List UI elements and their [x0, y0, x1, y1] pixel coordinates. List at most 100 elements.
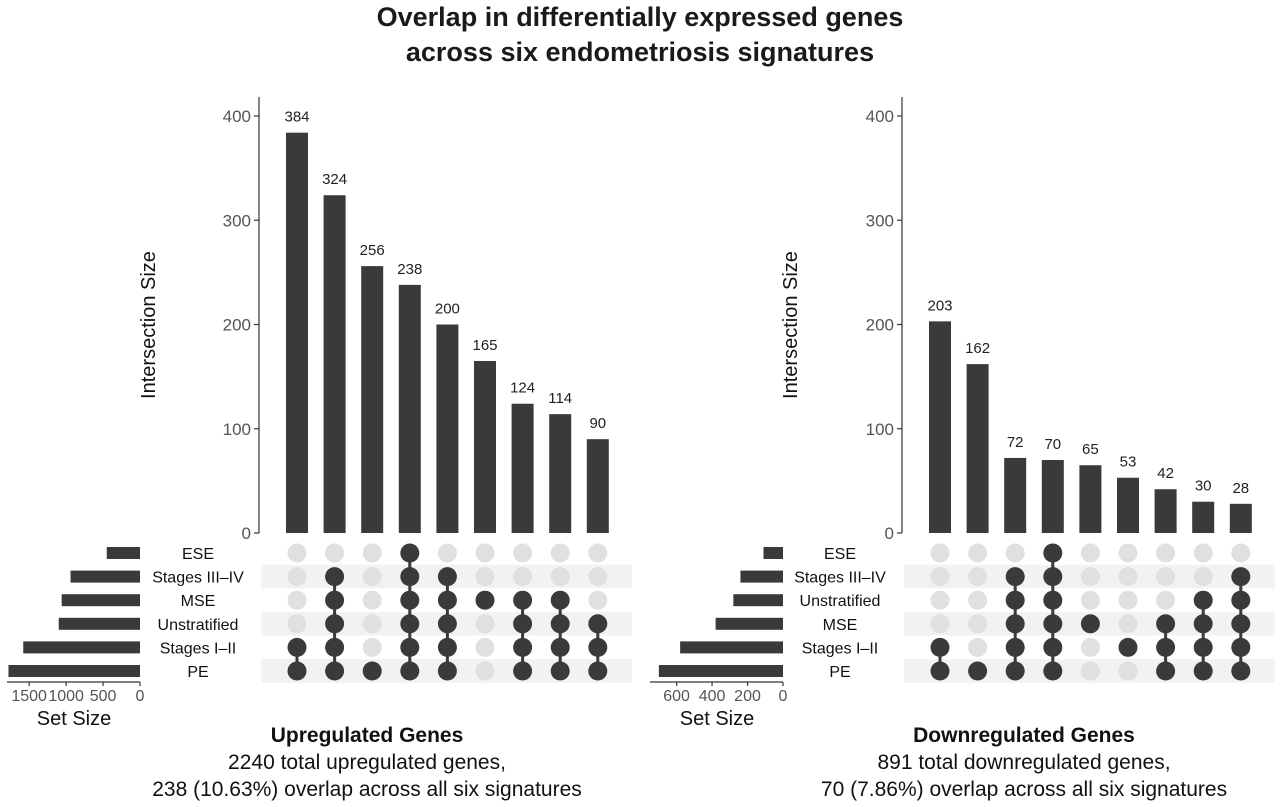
up-y-tick-label: 200	[223, 316, 251, 335]
down-matrix-dot-inactive	[1193, 567, 1213, 587]
down-matrix-dot-active	[1118, 637, 1138, 657]
caption-down-line-1: 891 total downregulated genes,	[877, 751, 1171, 774]
down-matrix-dot-active	[1231, 567, 1251, 587]
down-matrix-dot-inactive	[930, 543, 950, 563]
down-matrix-dot-active	[1043, 661, 1063, 681]
up-bar-value-label: 114	[548, 390, 572, 407]
up-matrix-dot-active	[437, 590, 457, 610]
down-matrix-dot-inactive	[1156, 590, 1176, 610]
down-matrix-dot-active	[1043, 637, 1063, 657]
up-set-size-tick-label: 1500	[11, 688, 47, 705]
up-matrix-dot-inactive	[287, 567, 307, 587]
up-matrix-dot-active	[400, 661, 420, 681]
up-matrix-dot-active	[325, 567, 345, 587]
up-matrix-dot-active	[325, 661, 345, 681]
down-matrix-dot-inactive	[1005, 543, 1025, 563]
down-y-tick-label: 0	[885, 524, 894, 543]
down-set-label: Stages I–II	[802, 640, 879, 657]
up-intersection-bar	[398, 284, 421, 533]
up-set-label: PE	[187, 664, 208, 681]
up-bar-value-label: 165	[472, 337, 497, 354]
up-set-size-tick-label: 500	[90, 688, 117, 705]
down-matrix-dot-active	[1231, 637, 1251, 657]
down-matrix-dot-inactive	[1231, 543, 1251, 563]
down-matrix-dot-active	[1043, 614, 1063, 634]
down-matrix-dot-inactive	[1118, 661, 1138, 681]
up-upset-panel: 0 100 200 300 400 Intersection Size 384 324 256 2…	[7, 97, 632, 730]
up-intersection-bar	[286, 132, 308, 533]
down-set-size-bar	[740, 570, 783, 583]
down-matrix-dot-active	[1156, 661, 1176, 681]
down-intersection-bar	[1004, 457, 1027, 533]
down-matrix-dot-inactive	[968, 543, 988, 563]
down-bar-value-label: 42	[1157, 465, 1174, 482]
down-matrix-dot-active	[968, 661, 988, 681]
up-y-axis-label: Intersection Size	[138, 251, 160, 399]
up-matrix-dot-active	[550, 661, 570, 681]
up-matrix-dot-active	[588, 637, 608, 657]
up-matrix-dot-active	[400, 614, 420, 634]
down-intersection-bar	[929, 321, 951, 533]
up-matrix-dot-inactive	[588, 590, 608, 610]
down-matrix-dot-active	[1193, 637, 1213, 657]
up-matrix-dot-inactive	[287, 614, 307, 634]
down-set-size-tick-label: 0	[779, 688, 788, 705]
up-intersection-bar	[549, 414, 572, 533]
down-set-size-tick-label: 400	[699, 688, 726, 705]
up-set-label: ESE	[182, 546, 214, 563]
down-matrix-dot-active	[930, 637, 950, 657]
up-matrix-dot-active	[325, 614, 345, 634]
down-set-size-bar	[733, 594, 783, 607]
down-matrix-dot-inactive	[968, 637, 988, 657]
up-matrix-dot-active	[362, 661, 382, 681]
up-set-size-bar	[23, 641, 141, 654]
up-matrix-dot-inactive	[475, 567, 495, 587]
up-matrix-dot-inactive	[550, 567, 570, 587]
up-set-size-bar	[61, 594, 140, 607]
down-matrix-dot-inactive	[1118, 614, 1138, 634]
up-intersection-bar	[511, 403, 534, 533]
up-matrix-dot-active	[437, 637, 457, 657]
up-intersection-bar	[474, 360, 496, 533]
down-bar-value-label: 72	[1007, 434, 1024, 451]
down-matrix-dot-inactive	[1193, 543, 1213, 563]
up-intersection-bar	[586, 439, 609, 533]
down-bar-value-label: 203	[927, 297, 952, 314]
down-matrix-dot-active	[1043, 567, 1063, 587]
down-matrix-dot-inactive	[968, 614, 988, 634]
up-y-tick-label: 0	[242, 524, 251, 543]
down-matrix-dot-active	[1231, 590, 1251, 610]
down-matrix-dot-active	[1080, 614, 1100, 634]
up-matrix-dot-active	[475, 590, 495, 610]
down-matrix-dot-active	[1193, 590, 1213, 610]
down-y-tick-label: 200	[866, 316, 894, 335]
caption-down-line-2: 70 (7.86%) overlap across all six signat…	[820, 778, 1228, 801]
down-bar-value-label: 53	[1120, 454, 1137, 471]
up-set-size-bar	[8, 665, 140, 677]
down-matrix-dot-active	[1005, 567, 1025, 587]
up-matrix-dot-active	[325, 590, 345, 610]
down-matrix-dot-inactive	[968, 567, 988, 587]
down-matrix-dot-active	[1005, 637, 1025, 657]
down-bar-value-label: 70	[1044, 436, 1061, 453]
down-matrix-dot-inactive	[1080, 637, 1100, 657]
caption-up-line-1: 2240 total upregulated genes,	[228, 751, 506, 774]
down-matrix-dot-inactive	[968, 590, 988, 610]
down-bar-value-label: 162	[965, 340, 990, 357]
up-matrix-dot-active	[550, 637, 570, 657]
up-bar-value-label: 256	[360, 242, 385, 259]
up-intersection-bar	[361, 266, 384, 533]
up-matrix-dot-active	[550, 614, 570, 634]
down-matrix-dot-active	[1043, 590, 1063, 610]
up-matrix-dot-active	[437, 567, 457, 587]
down-matrix-dot-active	[1156, 614, 1176, 634]
up-y-tick-label: 100	[223, 420, 251, 439]
up-matrix-dot-active	[513, 590, 533, 610]
up-set-size-label: Set Size	[37, 708, 111, 730]
down-bar-value-label: 28	[1232, 480, 1249, 497]
up-y-tick-label: 400	[223, 107, 251, 126]
up-set-label: Stages III–IV	[152, 570, 244, 587]
down-matrix-dot-active	[1005, 590, 1025, 610]
up-matrix-dot-inactive	[362, 637, 382, 657]
